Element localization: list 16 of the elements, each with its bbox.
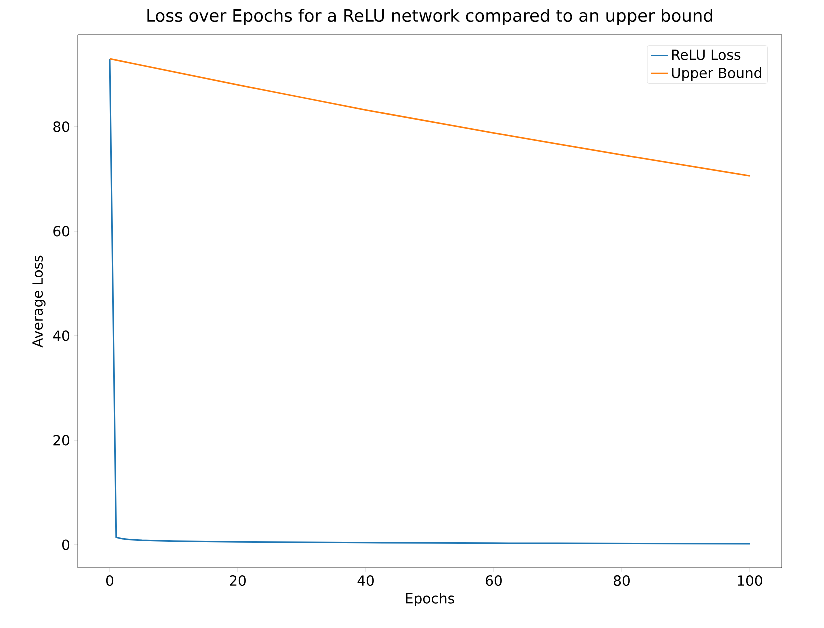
x-tick-label: 20 <box>230 576 246 586</box>
y-tick-label: 60 <box>54 226 70 237</box>
y-tick-label: 0 <box>62 540 70 550</box>
x-tick-label: 100 <box>738 576 762 586</box>
chart-title: Loss over Epochs for a ReLU network compared to an upper bound <box>148 8 712 26</box>
x-axis-title: Epochs <box>406 592 454 607</box>
legend-label: ReLU Loss <box>672 50 741 60</box>
x-tick-label: 80 <box>614 576 630 586</box>
y-tick-label: 20 <box>54 435 70 446</box>
y-tick-label: 80 <box>54 122 70 132</box>
legend-label: Upper Bound <box>672 68 762 82</box>
x-tick-label: 60 <box>486 576 502 586</box>
x-tick-label: 40 <box>358 576 374 586</box>
y-axis-title: Average Loss <box>32 256 46 348</box>
y-tick-label: 40 <box>53 330 70 342</box>
x-tick-label: 0 <box>106 576 114 586</box>
